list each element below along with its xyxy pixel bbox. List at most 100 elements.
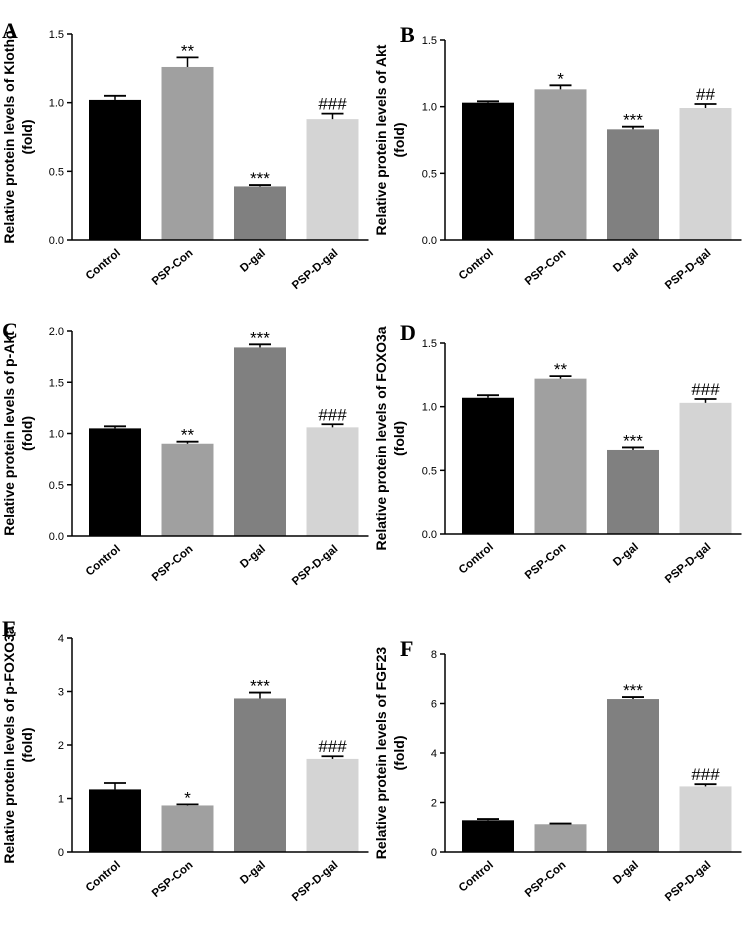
bar-d-gal: [607, 699, 659, 852]
x-tick-label: Control: [457, 859, 496, 894]
y-tick-label: 1: [58, 794, 64, 806]
y-axis-unit-label: (fold): [19, 120, 35, 155]
significance-marker: ###: [691, 380, 720, 399]
bar-control: [89, 789, 141, 852]
y-tick-label: 1.5: [49, 29, 64, 41]
y-tick-label: 4: [58, 633, 64, 645]
y-tick-label: 0.5: [49, 480, 64, 492]
x-tick-label: PSP-D-gal: [663, 247, 713, 292]
bar-psp-con: [534, 89, 587, 240]
significance-marker: ***: [250, 328, 270, 347]
significance-marker: ***: [250, 169, 270, 188]
bar-psp-d-gal: [306, 119, 359, 240]
y-tick-label: 1.0: [49, 98, 64, 110]
y-tick-label: 0.0: [49, 531, 64, 543]
bar-control: [462, 820, 514, 852]
bar-psp-con: [161, 66, 214, 241]
significance-marker: ###: [318, 737, 347, 756]
y-tick-label: 1.5: [49, 377, 64, 389]
y-tick-label: 0: [58, 847, 64, 859]
x-tick-label: Control: [84, 859, 123, 894]
bar-psp-d-gal: [679, 402, 732, 534]
y-tick-label: 1.0: [422, 402, 437, 414]
bar-d-gal: [234, 347, 286, 536]
significance-marker: **: [554, 360, 568, 379]
panel-letter: C: [2, 318, 18, 343]
bar-control: [89, 428, 141, 536]
bar-psp-con: [534, 378, 587, 534]
bar-psp-d-gal: [679, 786, 732, 852]
panel-letter: F: [400, 636, 413, 661]
y-tick-label: 6: [431, 699, 437, 711]
y-tick-label: 1.0: [422, 102, 437, 114]
bar-psp-d-gal: [679, 108, 732, 240]
y-axis-label: Relative protein levels of Akt: [373, 44, 389, 235]
y-tick-label: 0.0: [422, 529, 437, 541]
y-tick-label: 3: [58, 687, 64, 699]
panel-letter: D: [400, 320, 416, 345]
x-tick-label: D-gal: [611, 859, 641, 887]
bar-psp-d-gal: [306, 758, 359, 852]
y-tick-label: 1.5: [422, 35, 437, 47]
x-tick-label: PSP-Con: [523, 247, 568, 288]
y-axis-label: Relative protein levels of p-Akt: [1, 331, 17, 536]
significance-marker: **: [181, 426, 195, 445]
panel-letter: A: [2, 18, 18, 43]
x-tick-label: PSP-Con: [150, 247, 195, 288]
significance-marker: **: [181, 41, 195, 60]
y-tick-label: 0.5: [49, 166, 64, 178]
y-tick-label: 8: [431, 649, 437, 661]
bar-control: [462, 102, 514, 241]
bar-psp-con: [534, 824, 587, 852]
y-axis-unit-label: (fold): [391, 421, 407, 456]
y-axis-label: Relative protein levels of FGF23: [373, 647, 389, 860]
x-tick-label: D-gal: [611, 541, 641, 569]
y-tick-label: 1.0: [49, 429, 64, 441]
x-tick-label: D-gal: [238, 543, 268, 571]
y-tick-label: 2.0: [49, 326, 64, 338]
y-axis-label: Relative protein levels of p-FOXO3a: [1, 626, 17, 864]
x-tick-label: D-gal: [611, 247, 641, 275]
y-axis-unit-label: (fold): [19, 728, 35, 763]
y-axis-unit-label: (fold): [391, 123, 407, 158]
y-tick-label: 0: [431, 847, 437, 859]
x-tick-label: PSP-Con: [523, 859, 568, 900]
y-axis-label: Relative protein levels of Klotho: [1, 30, 17, 243]
x-tick-label: Control: [84, 543, 123, 578]
significance-marker: ***: [250, 677, 270, 696]
panel-b: B Relative protein levels of Akt (fold) Con…: [373, 22, 742, 292]
x-tick-label: PSP-Con: [523, 541, 568, 582]
y-tick-label: 2: [58, 740, 64, 752]
bar-control: [89, 99, 141, 240]
x-tick-label: Control: [457, 541, 496, 576]
x-tick-label: PSP-D-gal: [290, 543, 340, 588]
panel-letter: B: [400, 22, 415, 47]
significance-marker: *: [184, 788, 191, 807]
y-tick-label: 2: [431, 798, 437, 810]
significance-marker: ###: [318, 95, 347, 114]
y-tick-label: 1.5: [422, 338, 437, 350]
x-tick-label: Control: [84, 247, 123, 282]
significance-marker: ###: [318, 405, 347, 424]
significance-marker: ***: [623, 681, 643, 700]
y-axis-unit-label: (fold): [19, 416, 35, 451]
significance-marker: ***: [623, 111, 643, 130]
x-tick-label: PSP-D-gal: [663, 859, 713, 904]
bar-psp-d-gal: [306, 427, 359, 536]
y-axis-unit-label: (fold): [391, 736, 407, 771]
panel-d: D Relative protein levels of FOXO3a (fold)…: [373, 320, 742, 586]
significance-marker: ##: [696, 85, 715, 104]
y-tick-label: 4: [431, 748, 437, 760]
y-tick-label: 0.5: [422, 168, 437, 180]
panel-letter: E: [2, 616, 17, 641]
bar-psp-con: [161, 805, 214, 852]
significance-marker: *: [557, 69, 564, 88]
x-tick-label: PSP-D-gal: [290, 247, 340, 292]
x-tick-label: PSP-Con: [150, 859, 195, 900]
y-tick-label: 0.5: [422, 465, 437, 477]
x-tick-label: D-gal: [238, 859, 268, 887]
